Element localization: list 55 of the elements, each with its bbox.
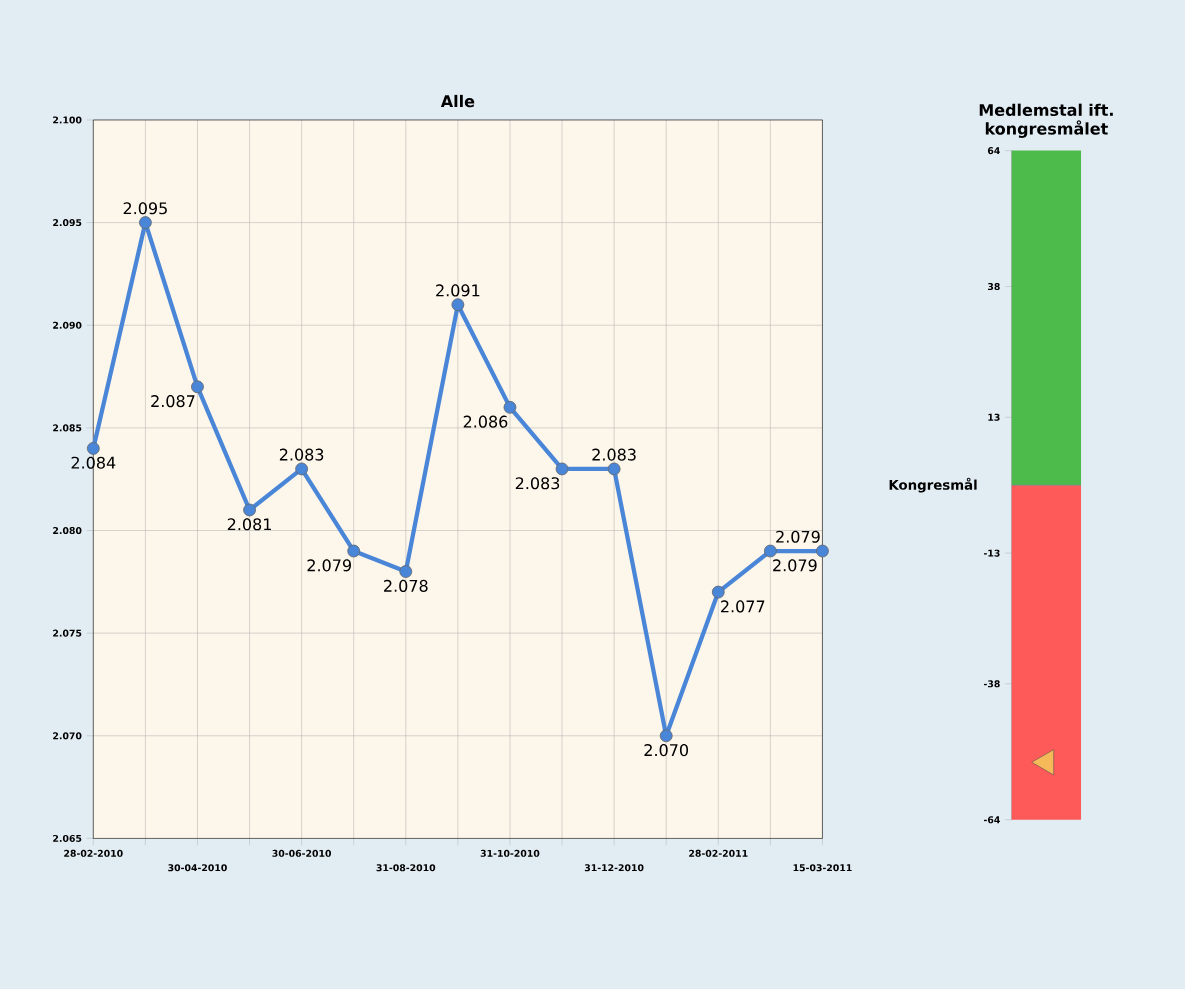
x-tick-label: 15-03-2011 [793, 864, 852, 872]
y-tick-label: -64 [983, 816, 1000, 824]
point [503, 400, 517, 414]
y-tick-label: 2.070 [53, 732, 82, 740]
point [138, 216, 152, 229]
data-label: 2.086 [463, 415, 508, 428]
y-tick-label: 13 [988, 413, 1000, 421]
data-label: 2.083 [515, 477, 560, 490]
point [711, 585, 725, 599]
data-label: 2.079 [773, 559, 817, 572]
data-label: 2.079 [307, 559, 351, 572]
point [191, 380, 204, 394]
y-tick-label: 2.085 [53, 424, 82, 432]
point [399, 565, 413, 578]
data-label: 2.083 [592, 448, 636, 461]
x-tick-label: 30-06-2010 [272, 849, 332, 857]
data-label: 2.070 [644, 744, 689, 757]
data-label: 2.079 [776, 530, 820, 543]
point [243, 503, 256, 517]
x-tick-label: 28-02-2011 [689, 849, 748, 857]
y-tick-label: 2.100 [53, 116, 82, 124]
ref-line-label: Kongresmål [889, 477, 977, 493]
x-tick-label: 28-02-2010 [64, 849, 123, 857]
point [295, 462, 309, 476]
data-label: 2.077 [721, 600, 765, 613]
point [763, 544, 777, 558]
data-label: 2.084 [71, 456, 116, 469]
y-tick-label: 2.080 [53, 526, 82, 535]
point [555, 462, 569, 476]
y-tick-label: 2.095 [53, 219, 82, 227]
y-tick-label: 38 [987, 283, 1000, 291]
y-tick-label: 2.065 [53, 834, 82, 842]
data-label: 2.095 [123, 202, 167, 215]
point [659, 729, 673, 743]
data-label: 2.083 [279, 448, 324, 461]
point [607, 462, 621, 476]
point [451, 298, 465, 312]
data-label: 2.081 [227, 518, 271, 531]
data-label: 2.078 [384, 579, 428, 592]
data-label: 2.091 [436, 284, 480, 297]
x-tick-label: 31-10-2010 [480, 849, 540, 857]
point [347, 544, 361, 558]
x-tick-label: 30-04-2010 [168, 864, 227, 872]
point [86, 441, 100, 455]
y-tick-label: 2.090 [53, 321, 82, 329]
y-tick-label: 64 [987, 147, 1000, 155]
x-tick-label: 31-12-2010 [584, 864, 644, 872]
x-tick-label: 31-08-2010 [376, 864, 436, 872]
data-label: 2.087 [151, 395, 195, 408]
y-tick-label: 2.075 [53, 629, 82, 637]
y-tick-label: -13 [983, 549, 1000, 557]
point [816, 544, 829, 558]
chart-title: Alle [440, 94, 475, 108]
chart-title: Medlemstal ift. kongresmålet [979, 103, 1113, 138]
y-tick-label: -38 [983, 680, 1000, 688]
